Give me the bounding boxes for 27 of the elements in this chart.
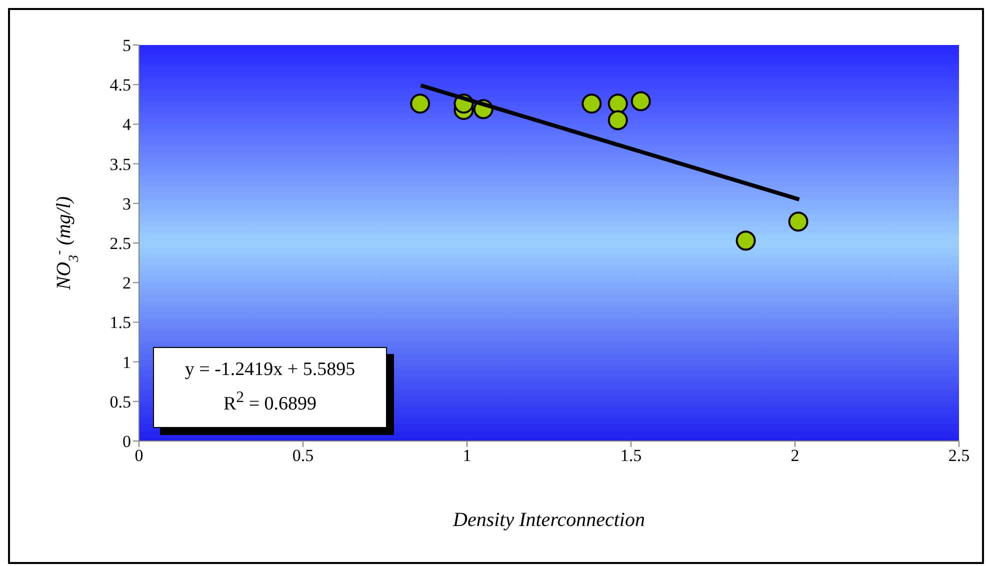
y-tick-label: 5 bbox=[122, 36, 131, 56]
y-tick-label: 4.5 bbox=[110, 76, 131, 95]
point bbox=[608, 110, 628, 130]
y-tick-label: 1 bbox=[122, 352, 131, 372]
x-tick-label: 1.5 bbox=[620, 446, 642, 466]
y-tick-label: 2 bbox=[122, 274, 131, 293]
x-axis-title: Density Interconnection bbox=[452, 509, 645, 531]
y-tick-label: 0.5 bbox=[110, 392, 131, 412]
y-tick-label: 2.5 bbox=[110, 234, 131, 254]
y-tick-label: 0 bbox=[122, 432, 131, 452]
x-tick-label: 0.5 bbox=[292, 446, 314, 466]
y-tick-label: 1.5 bbox=[110, 313, 131, 332]
annotation: R$^{2}$ = 0.6899 bbox=[223, 388, 317, 417]
x-tick-label: 0 bbox=[134, 446, 144, 466]
point bbox=[788, 212, 808, 232]
y-tick-label: 3 bbox=[122, 194, 131, 214]
y-tick-label: 4 bbox=[122, 115, 132, 134]
annotation: y = -1.2419x + 5.5895 bbox=[184, 358, 356, 382]
x-tick-label: 1 bbox=[462, 446, 472, 466]
point bbox=[630, 91, 651, 112]
point bbox=[582, 94, 602, 114]
point bbox=[608, 94, 628, 114]
point bbox=[736, 230, 756, 251]
x-tick-label: 2 bbox=[790, 446, 800, 466]
y-tick-label: 3.5 bbox=[110, 154, 131, 174]
point bbox=[410, 94, 430, 114]
x-tick-label: 2.5 bbox=[948, 446, 970, 466]
